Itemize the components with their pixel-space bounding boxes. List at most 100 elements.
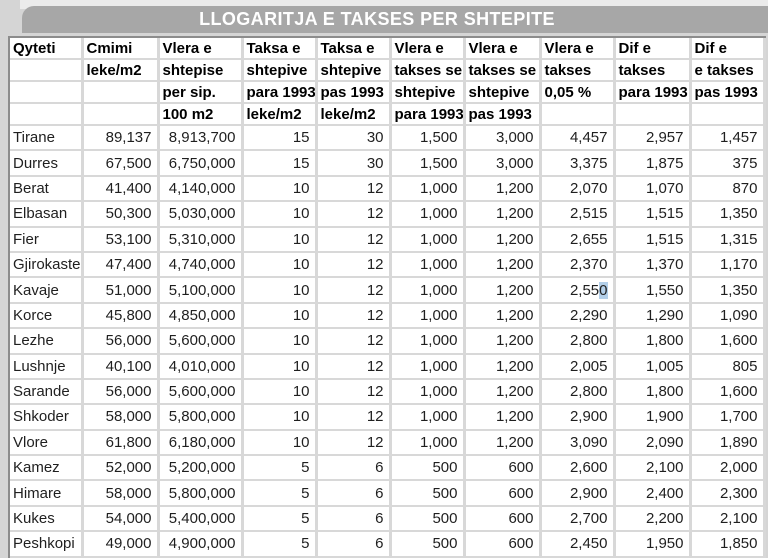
value-cell[interactable]: 5 — [242, 480, 318, 507]
value-cell[interactable]: 1,200 — [464, 328, 542, 355]
value-cell[interactable]: 1,370 — [614, 251, 692, 279]
value-cell[interactable]: 6 — [316, 455, 392, 482]
value-cell[interactable]: 15 — [242, 150, 318, 177]
value-cell[interactable]: 1,500 — [390, 150, 466, 177]
column-header-cell[interactable]: takses se — [464, 59, 542, 82]
value-cell[interactable]: 2,700 — [540, 505, 616, 533]
column-header-cell[interactable]: Qyteti — [10, 38, 84, 60]
value-cell[interactable]: 53,100 — [82, 226, 160, 253]
value-cell[interactable]: 3,000 — [464, 125, 542, 152]
city-cell[interactable]: Kamez — [10, 455, 84, 482]
value-cell[interactable]: 12 — [316, 429, 392, 457]
city-cell[interactable]: Tirane — [10, 125, 84, 152]
value-cell[interactable]: 30 — [316, 150, 392, 177]
value-cell[interactable]: 600 — [464, 455, 542, 482]
value-cell[interactable]: 10 — [242, 302, 318, 330]
value-cell[interactable]: 1,550 — [614, 277, 692, 304]
city-cell[interactable]: Durres — [10, 150, 84, 177]
value-cell[interactable]: 10 — [242, 404, 318, 431]
value-cell[interactable]: 3,375 — [540, 150, 616, 177]
value-cell[interactable]: 1,000 — [390, 404, 466, 431]
column-header-cell[interactable]: Vlera e — [158, 38, 244, 60]
value-cell[interactable]: 2,100 — [690, 505, 766, 533]
value-cell[interactable]: 30 — [316, 125, 392, 152]
value-cell[interactable]: 52,000 — [82, 455, 160, 482]
city-cell[interactable]: Lezhe — [10, 328, 84, 355]
value-cell[interactable]: 1,200 — [464, 277, 542, 304]
value-cell[interactable]: 2,005 — [540, 353, 616, 380]
value-cell[interactable]: 4,140,000 — [158, 175, 244, 203]
value-cell[interactable]: 1,000 — [390, 353, 466, 380]
value-cell[interactable]: 1,900 — [614, 404, 692, 431]
value-cell[interactable]: 89,137 — [82, 125, 160, 152]
value-cell[interactable]: 5,200,000 — [158, 455, 244, 482]
column-header-cell[interactable]: Taksa e — [242, 38, 318, 60]
value-cell[interactable]: 10 — [242, 378, 318, 406]
value-cell[interactable]: 10 — [242, 353, 318, 380]
value-cell[interactable]: 67,500 — [82, 150, 160, 177]
value-cell[interactable]: 1,200 — [464, 175, 542, 203]
value-cell[interactable]: 1,090 — [690, 302, 766, 330]
value-cell[interactable]: 10 — [242, 201, 318, 228]
value-cell[interactable]: 5,400,000 — [158, 505, 244, 533]
column-header-cell[interactable]: pas 1993 — [690, 81, 766, 104]
column-header-cell[interactable]: Dif e — [614, 38, 692, 60]
column-header-cell[interactable]: leke/m2 — [316, 103, 392, 126]
value-cell[interactable]: 6 — [316, 531, 392, 558]
value-cell[interactable]: 1,170 — [690, 251, 766, 279]
value-cell[interactable]: 2,550 — [540, 277, 616, 304]
value-cell[interactable]: 12 — [316, 226, 392, 253]
value-cell[interactable]: 4,010,000 — [158, 353, 244, 380]
city-cell[interactable]: Shkoder — [10, 404, 84, 431]
value-cell[interactable]: 375 — [690, 150, 766, 177]
value-cell[interactable]: 1,800 — [614, 328, 692, 355]
value-cell[interactable]: 1,200 — [464, 226, 542, 253]
column-header-cell[interactable] — [10, 59, 84, 82]
value-cell[interactable]: 1,200 — [464, 251, 542, 279]
column-header-cell[interactable]: para 1993 — [614, 81, 692, 104]
column-header-cell[interactable]: shtepive — [464, 81, 542, 104]
column-header-cell[interactable]: para 1993 — [390, 103, 466, 126]
value-cell[interactable]: 2,800 — [540, 328, 616, 355]
value-cell[interactable]: 5,800,000 — [158, 480, 244, 507]
column-header-cell[interactable]: 0,05 % — [540, 81, 616, 104]
value-cell[interactable]: 1,000 — [390, 226, 466, 253]
value-cell[interactable]: 58,000 — [82, 404, 160, 431]
city-cell[interactable]: Kavaje — [10, 277, 84, 304]
column-header-cell[interactable]: per sip. — [158, 81, 244, 104]
value-cell[interactable]: 1,000 — [390, 302, 466, 330]
value-cell[interactable]: 500 — [390, 505, 466, 533]
value-cell[interactable]: 56,000 — [82, 328, 160, 355]
value-cell[interactable]: 4,457 — [540, 125, 616, 152]
value-cell[interactable]: 4,740,000 — [158, 251, 244, 279]
value-cell[interactable]: 1,200 — [464, 302, 542, 330]
value-cell[interactable]: 805 — [690, 353, 766, 380]
value-cell[interactable]: 1,600 — [690, 378, 766, 406]
value-cell[interactable]: 1,515 — [614, 201, 692, 228]
value-cell[interactable]: 58,000 — [82, 480, 160, 507]
value-cell[interactable]: 1,200 — [464, 404, 542, 431]
column-header-cell[interactable] — [540, 103, 616, 126]
value-cell[interactable]: 1,350 — [690, 277, 766, 304]
value-cell[interactable]: 1,000 — [390, 328, 466, 355]
value-cell[interactable]: 1,000 — [390, 277, 466, 304]
value-cell[interactable]: 2,370 — [540, 251, 616, 279]
column-header-cell[interactable]: Vlera e — [464, 38, 542, 60]
value-cell[interactable]: 5,600,000 — [158, 328, 244, 355]
value-cell[interactable]: 2,070 — [540, 175, 616, 203]
value-cell[interactable]: 2,655 — [540, 226, 616, 253]
value-cell[interactable]: 10 — [242, 251, 318, 279]
value-cell[interactable]: 12 — [316, 302, 392, 330]
value-cell[interactable]: 1,600 — [690, 328, 766, 355]
value-cell[interactable]: 2,900 — [540, 404, 616, 431]
value-cell[interactable]: 15 — [242, 125, 318, 152]
value-cell[interactable]: 500 — [390, 531, 466, 558]
city-cell[interactable]: Korce — [10, 302, 84, 330]
value-cell[interactable]: 5,600,000 — [158, 378, 244, 406]
value-cell[interactable]: 8,913,700 — [158, 125, 244, 152]
value-cell[interactable]: 12 — [316, 201, 392, 228]
value-cell[interactable]: 6,750,000 — [158, 150, 244, 177]
column-header-cell[interactable] — [614, 103, 692, 126]
value-cell[interactable]: 500 — [390, 480, 466, 507]
value-cell[interactable]: 2,300 — [690, 480, 766, 507]
